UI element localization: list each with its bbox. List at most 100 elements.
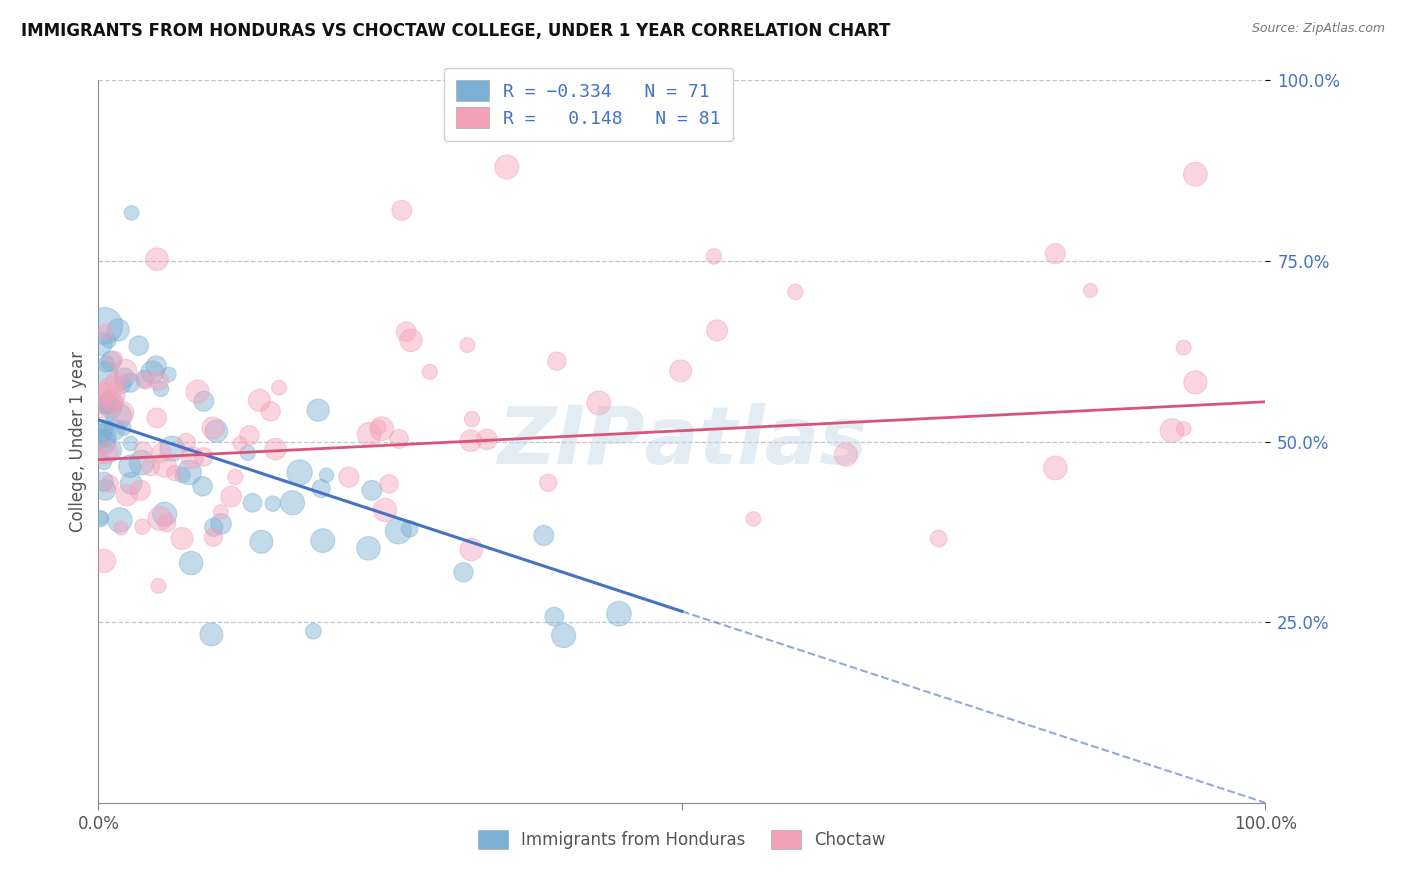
Point [104, 376, 127, 390]
Point [607, 607, 630, 621]
Point [93, 456, 115, 470]
Point [156, 516, 179, 530]
Point [153, 458, 176, 473]
Point [103, 388, 125, 402]
Point [461, 412, 484, 426]
Point [172, 468, 194, 483]
Point [114, 364, 136, 378]
Point [1080, 284, 1102, 298]
Text: Source: ZipAtlas.com: Source: ZipAtlas.com [1251, 22, 1385, 36]
Point [264, 442, 287, 456]
Point [174, 435, 197, 450]
Point [202, 421, 225, 435]
Point [209, 516, 232, 531]
Point [118, 459, 141, 474]
Point [398, 522, 420, 536]
Point [146, 410, 169, 425]
Point [90, 427, 112, 442]
Point [1045, 246, 1067, 260]
Point [96, 445, 118, 459]
Point [96, 397, 118, 411]
Point [391, 203, 413, 218]
Point [103, 423, 125, 437]
Point [202, 520, 225, 534]
Point [134, 372, 156, 386]
Point [1184, 167, 1206, 181]
Point [224, 470, 246, 484]
Point [456, 338, 478, 352]
Point [132, 443, 155, 458]
Point [100, 354, 122, 368]
Point [149, 382, 172, 396]
Point [785, 285, 807, 299]
Point [378, 476, 401, 491]
Point [359, 427, 381, 442]
Point [107, 409, 129, 423]
Point [97, 334, 120, 348]
Point [90, 399, 112, 413]
Point [193, 394, 215, 409]
Point [148, 579, 170, 593]
Point [100, 395, 122, 409]
Point [103, 395, 125, 409]
Text: IMMIGRANTS FROM HONDURAS VS CHOCTAW COLLEGE, UNDER 1 YEAR CORRELATION CHART: IMMIGRANTS FROM HONDURAS VS CHOCTAW COLL… [21, 22, 890, 40]
Point [1173, 422, 1195, 436]
Point [267, 381, 290, 395]
Point [135, 373, 157, 387]
Point [191, 479, 214, 493]
Point [315, 468, 337, 483]
Point [1161, 424, 1184, 438]
Point [94, 325, 117, 339]
Legend: Immigrants from Honduras, Choctaw: Immigrants from Honduras, Choctaw [468, 821, 896, 860]
Point [588, 396, 610, 410]
Point [100, 443, 122, 458]
Point [460, 434, 482, 448]
Point [100, 401, 122, 415]
Point [367, 420, 389, 434]
Point [460, 542, 482, 557]
Point [157, 368, 180, 382]
Point [129, 483, 152, 498]
Point [120, 376, 142, 390]
Point [337, 470, 360, 484]
Point [360, 483, 382, 498]
Point [200, 627, 222, 641]
Point [94, 367, 117, 381]
Point [162, 442, 184, 456]
Point [1045, 461, 1067, 475]
Point [131, 519, 153, 533]
Point [742, 512, 765, 526]
Point [94, 483, 117, 497]
Point [108, 513, 131, 527]
Point [374, 503, 396, 517]
Point [93, 554, 115, 568]
Point [146, 252, 169, 267]
Point [1173, 341, 1195, 355]
Point [114, 371, 136, 385]
Point [172, 532, 194, 546]
Point [111, 378, 134, 392]
Y-axis label: College, Under 1 year: College, Under 1 year [69, 351, 87, 533]
Point [553, 628, 575, 642]
Point [90, 511, 112, 525]
Point [387, 524, 409, 538]
Point [262, 497, 284, 511]
Point [533, 528, 555, 542]
Point [120, 436, 142, 450]
Point [229, 436, 252, 450]
Point [115, 488, 138, 502]
Point [537, 475, 560, 490]
Point [669, 364, 692, 378]
Point [238, 428, 260, 442]
Point [236, 446, 259, 460]
Point [835, 448, 858, 462]
Point [121, 206, 143, 220]
Point [91, 434, 114, 449]
Point [419, 365, 441, 379]
Point [93, 428, 115, 442]
Point [139, 459, 162, 474]
Point [163, 466, 186, 480]
Point [219, 490, 242, 504]
Point [93, 475, 115, 489]
Point [181, 450, 204, 465]
